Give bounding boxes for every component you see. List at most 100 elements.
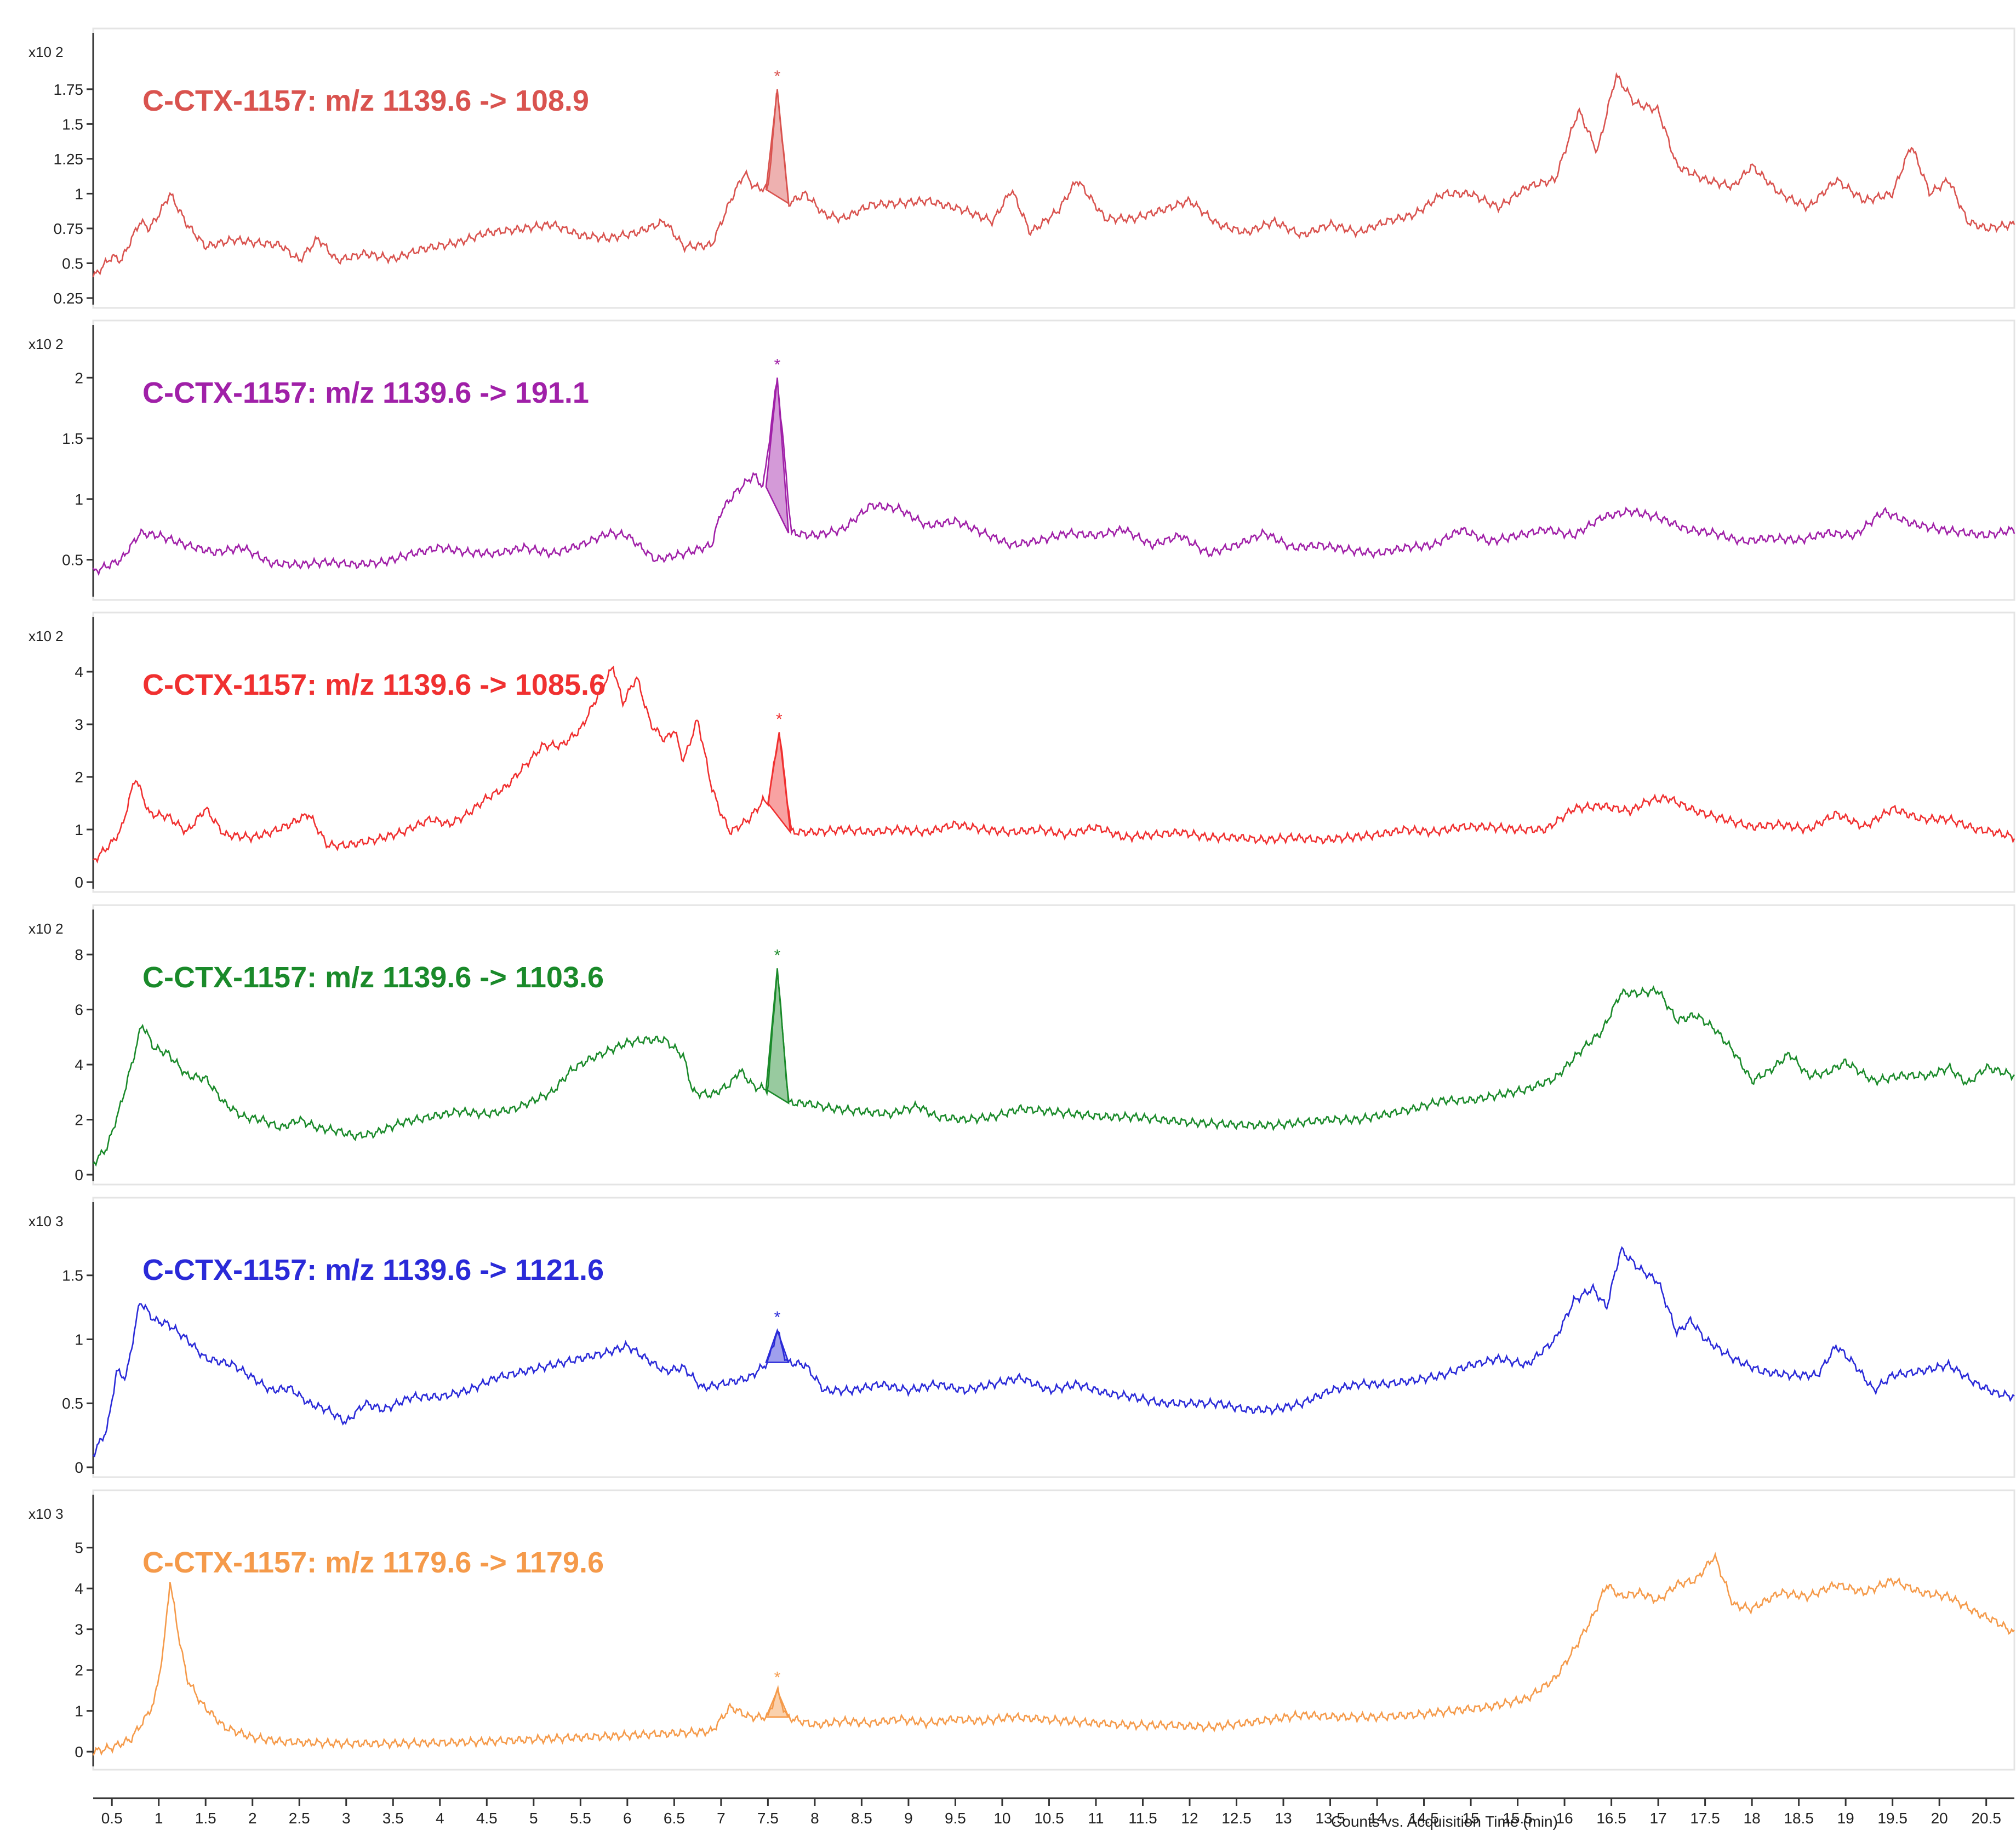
- integrated-peak: [765, 89, 790, 205]
- y-tick-label: 2: [75, 1112, 83, 1129]
- y-tick-label: 5: [75, 1540, 83, 1557]
- y-exponent-label: x10 2: [28, 336, 64, 352]
- x-tick-label: 8: [810, 1810, 819, 1827]
- y-tick-label: 1: [75, 1331, 83, 1348]
- y-exponent-label: x10 2: [28, 44, 64, 60]
- x-tick-label: 18.5: [1784, 1810, 1814, 1827]
- integrated-peak: [765, 1689, 790, 1718]
- x-tick-label: 20: [1931, 1810, 1948, 1827]
- trace-line: [92, 72, 2015, 278]
- peak-marker: *: [774, 356, 781, 374]
- x-tick-label: 5.5: [570, 1810, 591, 1827]
- y-tick-label: 0.5: [62, 1395, 83, 1412]
- y-tick-label: 0: [75, 1166, 83, 1183]
- x-axis: 0.5 1 1.5 2 2.5 3 3.5 4 4.5 5 5.5 6 6.5 7 7.5 8 8.5 9 9.5 1…: [93, 1797, 2014, 1830]
- peak-marker: *: [776, 710, 783, 728]
- integrated-peak: [765, 1328, 790, 1363]
- trace-panel-6: x10 3 0 1 2 3 4 5 * C-CTX-1157: m/z 1179.6 -> 11…: [28, 1489, 2015, 1771]
- y-exponent-label: x10 2: [28, 628, 64, 644]
- y-tick-label: 1.5: [62, 430, 83, 447]
- y-tick-label: 1: [75, 491, 83, 508]
- trace-title: C-CTX-1157: m/z 1139.6 -> 191.1: [142, 376, 589, 409]
- x-tick-label: 12: [1181, 1810, 1198, 1827]
- x-tick-label: 11: [1088, 1810, 1104, 1827]
- y-tick-label: 3: [75, 716, 83, 733]
- x-tick-label: 10.5: [1034, 1810, 1064, 1827]
- y-exponent-label: x10 2: [28, 920, 64, 937]
- panel-frame: [92, 1489, 2015, 1771]
- trace-panel-3: x10 2 0 1 2 3 4 * C-CTX-1157: m/z 1139.6 -> 108…: [28, 611, 2015, 893]
- y-tick-label: 0: [75, 1743, 83, 1760]
- x-tick-label: 20.5: [1971, 1810, 2001, 1827]
- y-tick-label: 0.5: [62, 255, 83, 272]
- x-tick-label: 2: [248, 1810, 257, 1827]
- trace-panel-1: x10 2 0.25 0.5 0.75 1 1.25 1.5 1.75 * C-CTX-1157:…: [28, 27, 2015, 309]
- x-tick-label: 6: [623, 1810, 632, 1827]
- peak-marker: *: [774, 946, 781, 964]
- trace-line: [93, 665, 2015, 864]
- integrated-peak: [765, 968, 790, 1105]
- x-tick-label: 4: [436, 1810, 444, 1827]
- integrated-peak: [765, 378, 790, 534]
- trace-line: [92, 1552, 2015, 1756]
- trace-line: [93, 976, 2015, 1167]
- trace-line: [92, 382, 2015, 576]
- peak-marker: *: [774, 1308, 781, 1326]
- panel-frame: [92, 1197, 2015, 1478]
- x-tick-label: 4.5: [476, 1810, 498, 1827]
- trace-title: C-CTX-1157: m/z 1139.6 -> 108.9: [142, 84, 589, 117]
- peak-marker: *: [774, 67, 781, 85]
- x-tick-label: 19.5: [1877, 1810, 1908, 1827]
- x-tick-label: 16: [1556, 1810, 1573, 1827]
- y-tick-label: 0: [75, 1459, 83, 1476]
- x-tick-label: 0.5: [101, 1810, 123, 1827]
- y-tick-label: 1.5: [62, 1267, 83, 1284]
- x-tick-label: 15: [1462, 1810, 1479, 1827]
- trace-panel-4: x10 2 0 2 4 6 8 * C-CTX-1157: m/z 1139.6 -> 110…: [28, 904, 2015, 1186]
- y-tick-label: 0: [75, 874, 83, 891]
- x-tick-label: 7: [717, 1810, 726, 1827]
- x-tick-label: 16.5: [1596, 1810, 1626, 1827]
- x-tick-label: 17.5: [1690, 1810, 1720, 1827]
- x-tick-label: 10: [993, 1810, 1010, 1827]
- y-tick-label: 3: [75, 1621, 83, 1638]
- x-tick-label: 1: [155, 1810, 163, 1827]
- x-tick-label: 7.5: [757, 1810, 779, 1827]
- y-tick-label: 4: [75, 664, 83, 680]
- x-tick-label: 18: [1744, 1810, 1761, 1827]
- x-tick-label: 9: [904, 1810, 913, 1827]
- x-tick-label: 14: [1368, 1810, 1385, 1827]
- y-tick-label: 0.5: [62, 552, 83, 569]
- x-tick-label: 12.5: [1221, 1810, 1252, 1827]
- y-tick-label: 1: [75, 821, 83, 838]
- y-tick-label: 1: [75, 1703, 83, 1720]
- x-tick-label: 9.5: [945, 1810, 966, 1827]
- y-exponent-label: x10 3: [28, 1506, 64, 1522]
- trace-title: C-CTX-1157: m/z 1139.6 -> 1103.6: [142, 961, 604, 994]
- x-tick-label: 8.5: [851, 1810, 872, 1827]
- x-tick-label: 14.5: [1409, 1810, 1439, 1827]
- y-tick-label: 6: [75, 1002, 83, 1019]
- trace-title: C-CTX-1157: m/z 1139.6 -> 1085.6: [142, 668, 606, 701]
- y-tick-label: 1.25: [54, 151, 84, 168]
- y-tick-label: 4: [75, 1056, 83, 1073]
- x-axis-title: Counts vs. Acquisition Time (min): [1331, 1813, 1558, 1830]
- y-tick-label: 4: [75, 1580, 83, 1597]
- panel-frame: [92, 611, 2015, 893]
- x-tick-label: 3.5: [382, 1810, 404, 1827]
- y-tick-label: 1: [75, 185, 83, 202]
- y-tick-label: 8: [75, 946, 83, 963]
- x-tick-label: 15.5: [1503, 1810, 1533, 1827]
- y-tick-label: 1.75: [54, 81, 84, 98]
- trace-title: C-CTX-1157: m/z 1139.6 -> 1121.6: [142, 1254, 604, 1286]
- y-exponent-label: x10 3: [28, 1213, 64, 1229]
- x-tick-label: 19: [1837, 1810, 1854, 1827]
- y-tick-label: 1.5: [62, 116, 83, 133]
- y-tick-label: 2: [75, 769, 83, 786]
- y-tick-label: 2: [75, 369, 83, 386]
- x-tick-label: 17: [1650, 1810, 1667, 1827]
- x-tick-label: 2.5: [289, 1810, 310, 1827]
- x-tick-label: 1.5: [195, 1810, 216, 1827]
